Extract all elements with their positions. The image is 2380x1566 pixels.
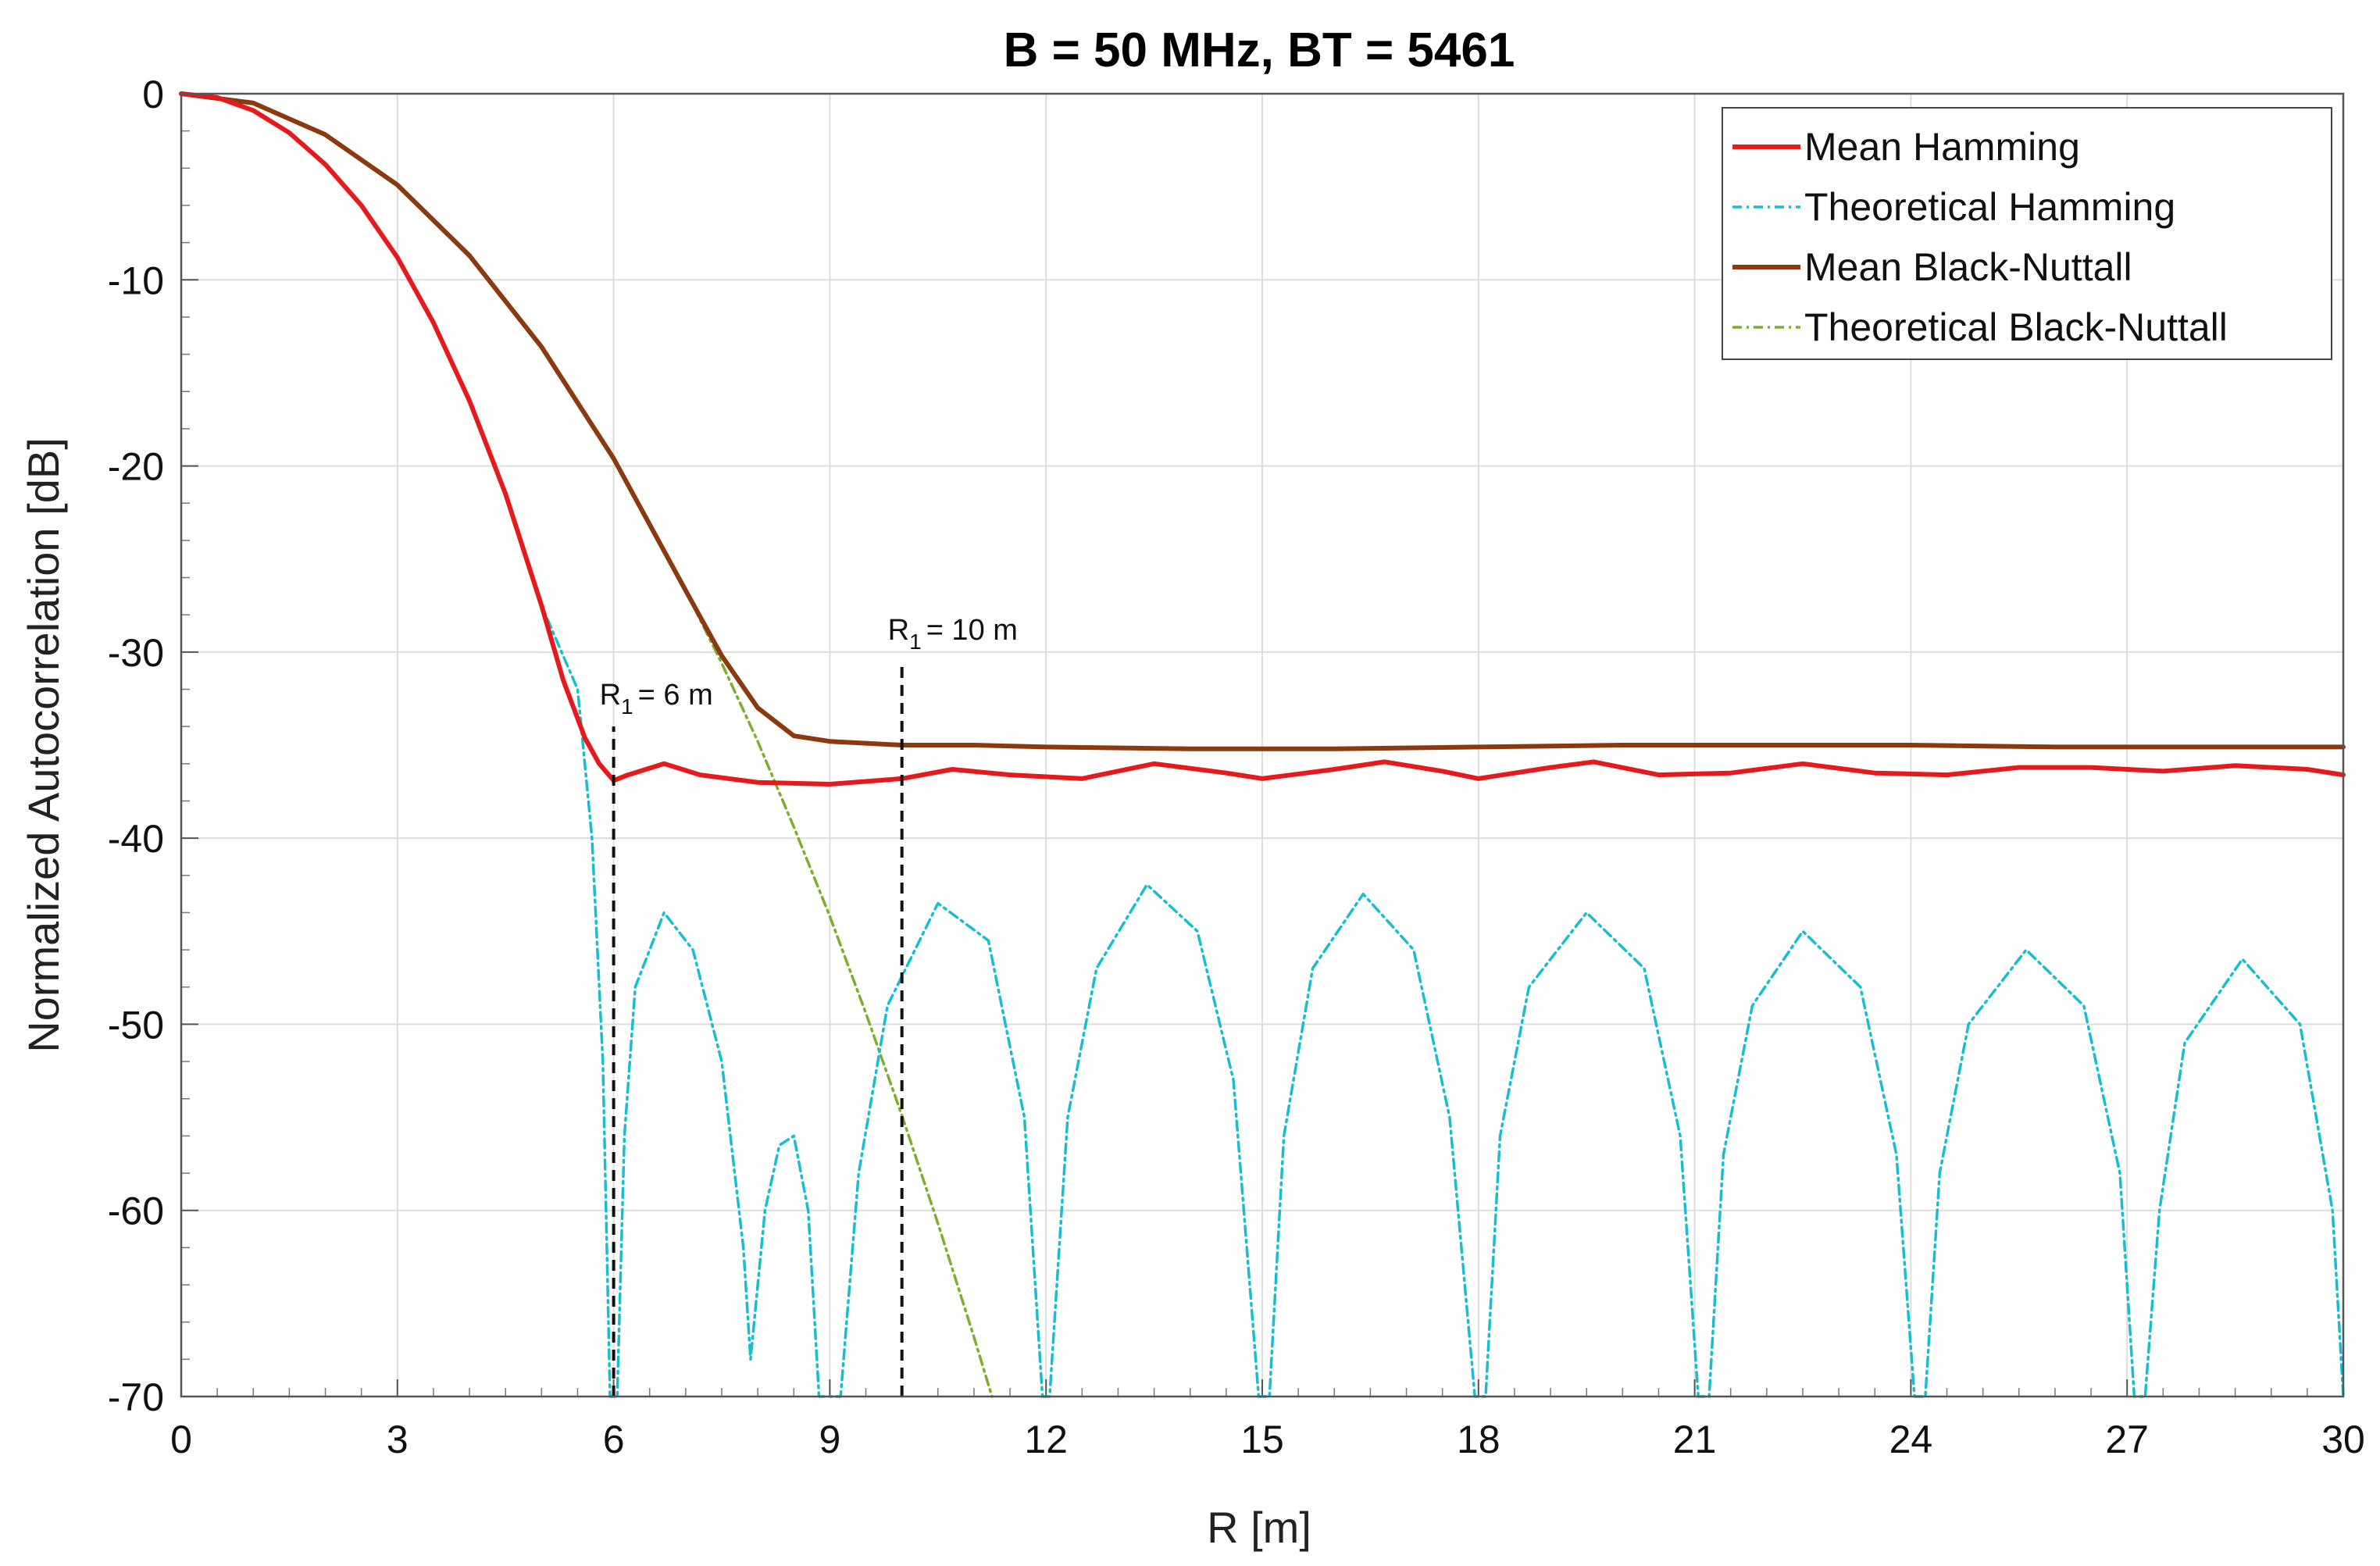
legend-box: [1722, 107, 2332, 360]
minor-ticks: [181, 130, 2308, 1397]
annotation-label-sub: 1: [909, 630, 922, 654]
x-tick-label: 12: [1024, 1418, 1068, 1461]
series-line-mean-black-nuttall: [179, 91, 2346, 751]
y-tick-labels: 0 -10 -20 -30 -40 -50 -60 -70: [108, 73, 164, 1419]
annotations-group: R1 = 6 mR1 = 10 m: [600, 614, 1018, 1397]
y-tick-label: -30: [108, 631, 164, 675]
y-tick-label: -60: [108, 1190, 164, 1233]
legend-label: Theoretical Hamming: [1804, 185, 2175, 229]
x-axis-label: R [m]: [1207, 1503, 1311, 1552]
annotation-label-value: = 10 m: [926, 614, 1018, 647]
x-tick-label: 3: [387, 1418, 409, 1461]
y-tick-label: 0: [142, 73, 164, 116]
series-line-mean-hamming: [179, 91, 2346, 787]
x-tick-label: 18: [1457, 1418, 1500, 1461]
x-tick-label: 24: [1889, 1418, 1933, 1461]
y-tick-label: -10: [108, 259, 164, 302]
y-tick-label: -40: [108, 817, 164, 861]
annotation-label: R1 = 6 m: [600, 679, 713, 719]
x-tick-label: 15: [1240, 1418, 1284, 1461]
chart-title: B = 50 MHz, BT = 5461: [1004, 23, 1515, 77]
annotation-label-main: R: [888, 614, 909, 647]
y-axis-label: Normalized Autocorrelation [dB]: [19, 437, 68, 1053]
annotation-label: R1 = 10 m: [888, 614, 1018, 654]
x-tick-label: 9: [819, 1418, 840, 1461]
y-tick-label: -20: [108, 445, 164, 489]
legend: Mean Hamming Theoretical Hamming Mean Blac…: [1722, 107, 2332, 360]
x-tick-labels: 0 3 6 9 12 15 18 21 24 27 30: [170, 1418, 2365, 1461]
annotation-label-sub: 1: [621, 694, 633, 719]
x-tick-label: 21: [1673, 1418, 1717, 1461]
plot-border: [180, 92, 2345, 1398]
legend-label: Mean Hamming: [1804, 125, 2080, 169]
annotation-label-main: R: [600, 679, 621, 712]
legend-label: Mean Black-Nuttall: [1804, 245, 2132, 289]
y-tick-label: -50: [108, 1003, 164, 1047]
annotation-label-value: = 6 m: [638, 679, 713, 712]
x-tick-label: 27: [2105, 1418, 2149, 1461]
series-group: [179, 91, 2346, 1398]
series-line-theoretical-hamming: [180, 92, 2345, 1398]
y-tick-label: -70: [108, 1375, 164, 1419]
legend-label: Theoretical Black-Nuttall: [1804, 305, 2228, 349]
x-tick-label: 30: [2321, 1418, 2365, 1461]
x-tick-label: 0: [170, 1418, 192, 1461]
x-tick-label: 6: [603, 1418, 625, 1461]
